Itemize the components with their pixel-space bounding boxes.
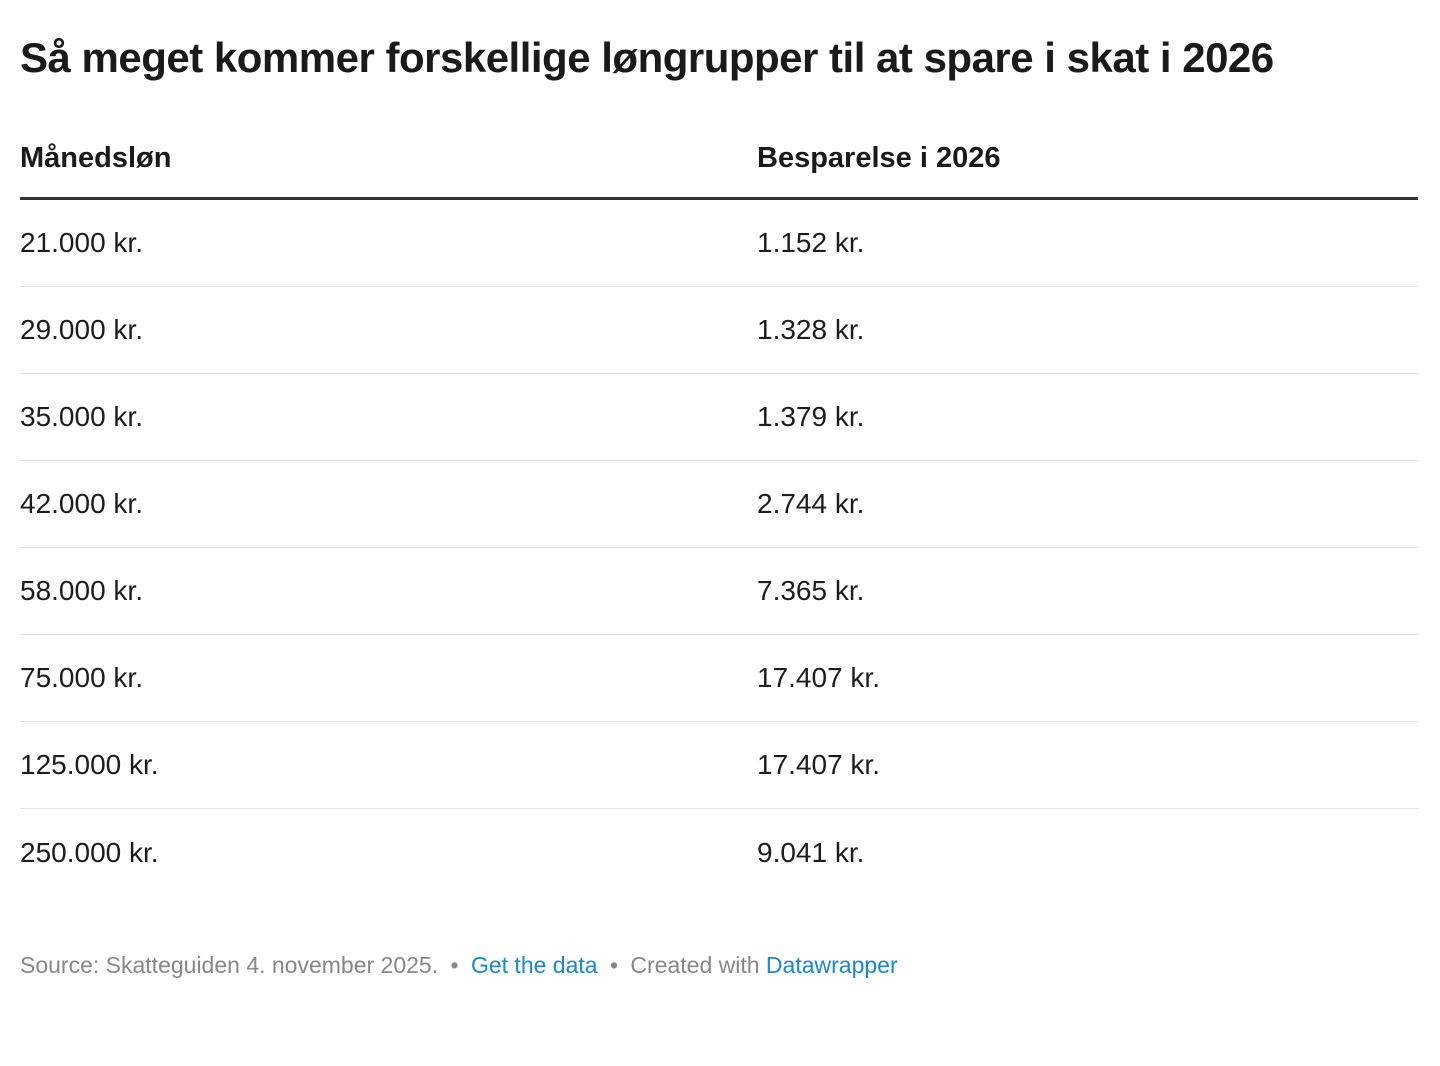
get-the-data-link[interactable]: Get the data: [470, 952, 598, 978]
savings-cell: 1.379 kr.: [757, 401, 865, 432]
salary-cell: 35.000 kr.: [20, 401, 143, 432]
table-row: 29.000 kr. 1.328 kr.: [20, 287, 1418, 374]
salary-cell: 21.000 kr.: [20, 227, 143, 258]
savings-cell: 17.407 kr.: [757, 662, 880, 693]
table-body: 21.000 kr. 1.152 kr. 29.000 kr. 1.328 kr. 35…: [20, 200, 1418, 896]
footer-separator: •: [609, 952, 619, 978]
footer-separator: •: [450, 952, 459, 978]
table-row: 250.000 kr. 9.041 kr.: [20, 809, 1418, 896]
table-row: 58.000 kr. 7.365 kr.: [20, 548, 1418, 635]
table-row: 42.000 kr. 2.744 kr.: [20, 461, 1418, 548]
table-row: 35.000 kr. 1.379 kr.: [20, 374, 1418, 461]
table-row: 21.000 kr. 1.152 kr.: [20, 200, 1418, 287]
footer: Source: Skatteguiden 4. november 2025. •…: [20, 952, 1418, 979]
page-title: Så meget kommer forskellige løngrupper t…: [20, 34, 1274, 81]
salary-cell: 42.000 kr.: [20, 488, 143, 519]
savings-cell: 7.365 kr.: [757, 575, 865, 606]
source-text: Source: Skatteguiden 4. november 2025.: [20, 952, 439, 978]
salary-cell: 125.000 kr.: [20, 749, 159, 780]
savings-cell: 2.744 kr.: [757, 488, 865, 519]
datawrapper-link[interactable]: Datawrapper: [765, 952, 898, 978]
created-with-text: Created with: [630, 952, 760, 978]
data-table: Månedsløn Besparelse i 2026 21.000 kr. 1.…: [20, 142, 1418, 896]
salary-cell: 29.000 kr.: [20, 314, 143, 345]
salary-cell: 58.000 kr.: [20, 575, 143, 606]
table-row: 75.000 kr. 17.407 kr.: [20, 635, 1418, 722]
table-header-row: Månedsløn Besparelse i 2026: [20, 142, 1418, 200]
salary-cell: 75.000 kr.: [20, 662, 143, 693]
savings-cell: 1.152 kr.: [757, 227, 865, 258]
table-row: 125.000 kr. 17.407 kr.: [20, 722, 1418, 809]
column-header-savings: Besparelse i 2026: [757, 142, 1001, 174]
salary-cell: 250.000 kr.: [20, 836, 159, 868]
column-header-salary: Månedsløn: [20, 142, 172, 174]
savings-cell: 17.407 kr.: [757, 749, 880, 780]
savings-cell: 9.041 kr.: [757, 836, 865, 868]
savings-cell: 1.328 kr.: [757, 314, 865, 345]
